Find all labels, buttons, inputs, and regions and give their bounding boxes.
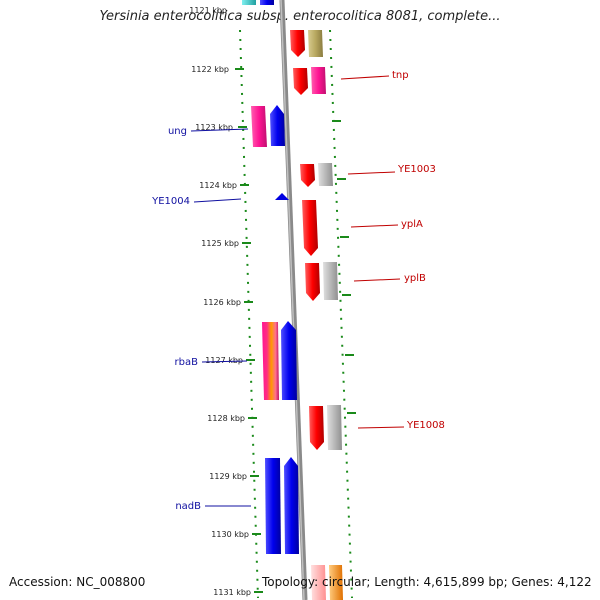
gene-block[interactable] bbox=[329, 565, 343, 600]
gene-label-YE1004[interactable]: YE1004 bbox=[151, 196, 190, 207]
forward-strand-genes bbox=[290, 30, 343, 600]
reverse-strand-genes bbox=[242, 0, 299, 554]
ruler-label-1125: 1125 kbp bbox=[201, 239, 239, 248]
leader-line bbox=[193, 198, 242, 203]
ruler-label-1124: 1124 kbp bbox=[199, 181, 237, 190]
accession-text: Accession: NC_008800 bbox=[9, 575, 146, 589]
gene-block[interactable] bbox=[318, 163, 333, 186]
gene-nadB[interactable] bbox=[265, 458, 281, 554]
gene-block[interactable] bbox=[308, 30, 323, 57]
leader-line bbox=[353, 278, 401, 282]
gene-block[interactable] bbox=[311, 67, 326, 94]
gene-YE1003[interactable] bbox=[300, 164, 315, 187]
left-gene-labels: ung YE1004 rbaB nadB bbox=[151, 126, 251, 512]
gene-YE1008[interactable] bbox=[309, 406, 324, 450]
backbone-highlight bbox=[280, 0, 305, 600]
gene-label-yplA[interactable]: yplA bbox=[401, 219, 423, 230]
ruler-label-1131: 1131 kbp bbox=[213, 588, 251, 597]
gene-label-nadB[interactable]: nadB bbox=[175, 501, 201, 512]
gene-block[interactable] bbox=[270, 105, 285, 146]
ruler-label-1129: 1129 kbp bbox=[209, 472, 247, 481]
leader-line bbox=[350, 224, 399, 228]
major-ticks bbox=[235, 68, 356, 593]
ruler-label-1128: 1128 kbp bbox=[207, 414, 245, 423]
leader-line bbox=[357, 426, 405, 429]
gene-label-ung[interactable]: ung bbox=[168, 126, 187, 137]
gene-block[interactable] bbox=[284, 457, 299, 554]
gene-label-tnp[interactable]: tnp bbox=[392, 70, 409, 81]
ruler-label-1126: 1126 kbp bbox=[203, 298, 241, 307]
gene-label-yplB[interactable]: yplB bbox=[404, 273, 426, 284]
gene-block[interactable] bbox=[323, 262, 338, 300]
gene-ung[interactable] bbox=[251, 106, 267, 147]
ruler-label-1122: 1122 kbp bbox=[191, 65, 229, 74]
gene-block[interactable] bbox=[281, 321, 297, 400]
gene-label-rbaB[interactable]: rbaB bbox=[175, 357, 199, 368]
ruler-label-1123: 1123 kbp bbox=[195, 123, 233, 132]
gene-yplB[interactable] bbox=[305, 263, 320, 301]
leader-line bbox=[347, 171, 396, 175]
leader-line bbox=[201, 360, 248, 363]
ruler-labels: 1121 kbp 1122 kbp 1123 kbp 1124 kbp 1125… bbox=[189, 6, 251, 597]
gene-label-YE1008[interactable]: YE1008 bbox=[406, 420, 445, 431]
gene-label-YE1003[interactable]: YE1003 bbox=[397, 164, 436, 175]
gene-block[interactable] bbox=[260, 0, 274, 5]
topology-summary: Topology: circular; Length: 4,615,899 bp… bbox=[262, 575, 592, 589]
ruler-label-1130: 1130 kbp bbox=[211, 530, 249, 539]
map-title: Yersinia enterocolitica subsp. enterocol… bbox=[99, 9, 501, 24]
leader-line bbox=[190, 128, 249, 132]
gene-block[interactable] bbox=[242, 0, 256, 5]
gene-tnp[interactable] bbox=[293, 68, 308, 95]
right-gene-labels: tnp YE1003 yplA yplB YE1008 bbox=[340, 70, 445, 431]
leader-line bbox=[340, 75, 390, 80]
gene-block[interactable] bbox=[290, 30, 305, 57]
ruler-label-1121: 1121 kbp bbox=[189, 6, 227, 15]
ruler-label-1127: 1127 kbp bbox=[205, 356, 243, 365]
gene-rbaB[interactable] bbox=[262, 322, 279, 400]
gene-YE1004[interactable] bbox=[275, 193, 289, 200]
gene-yplA[interactable] bbox=[302, 200, 318, 256]
genome-backbone bbox=[279, 0, 308, 600]
gene-block[interactable] bbox=[311, 565, 326, 600]
gene-block[interactable] bbox=[327, 405, 342, 450]
